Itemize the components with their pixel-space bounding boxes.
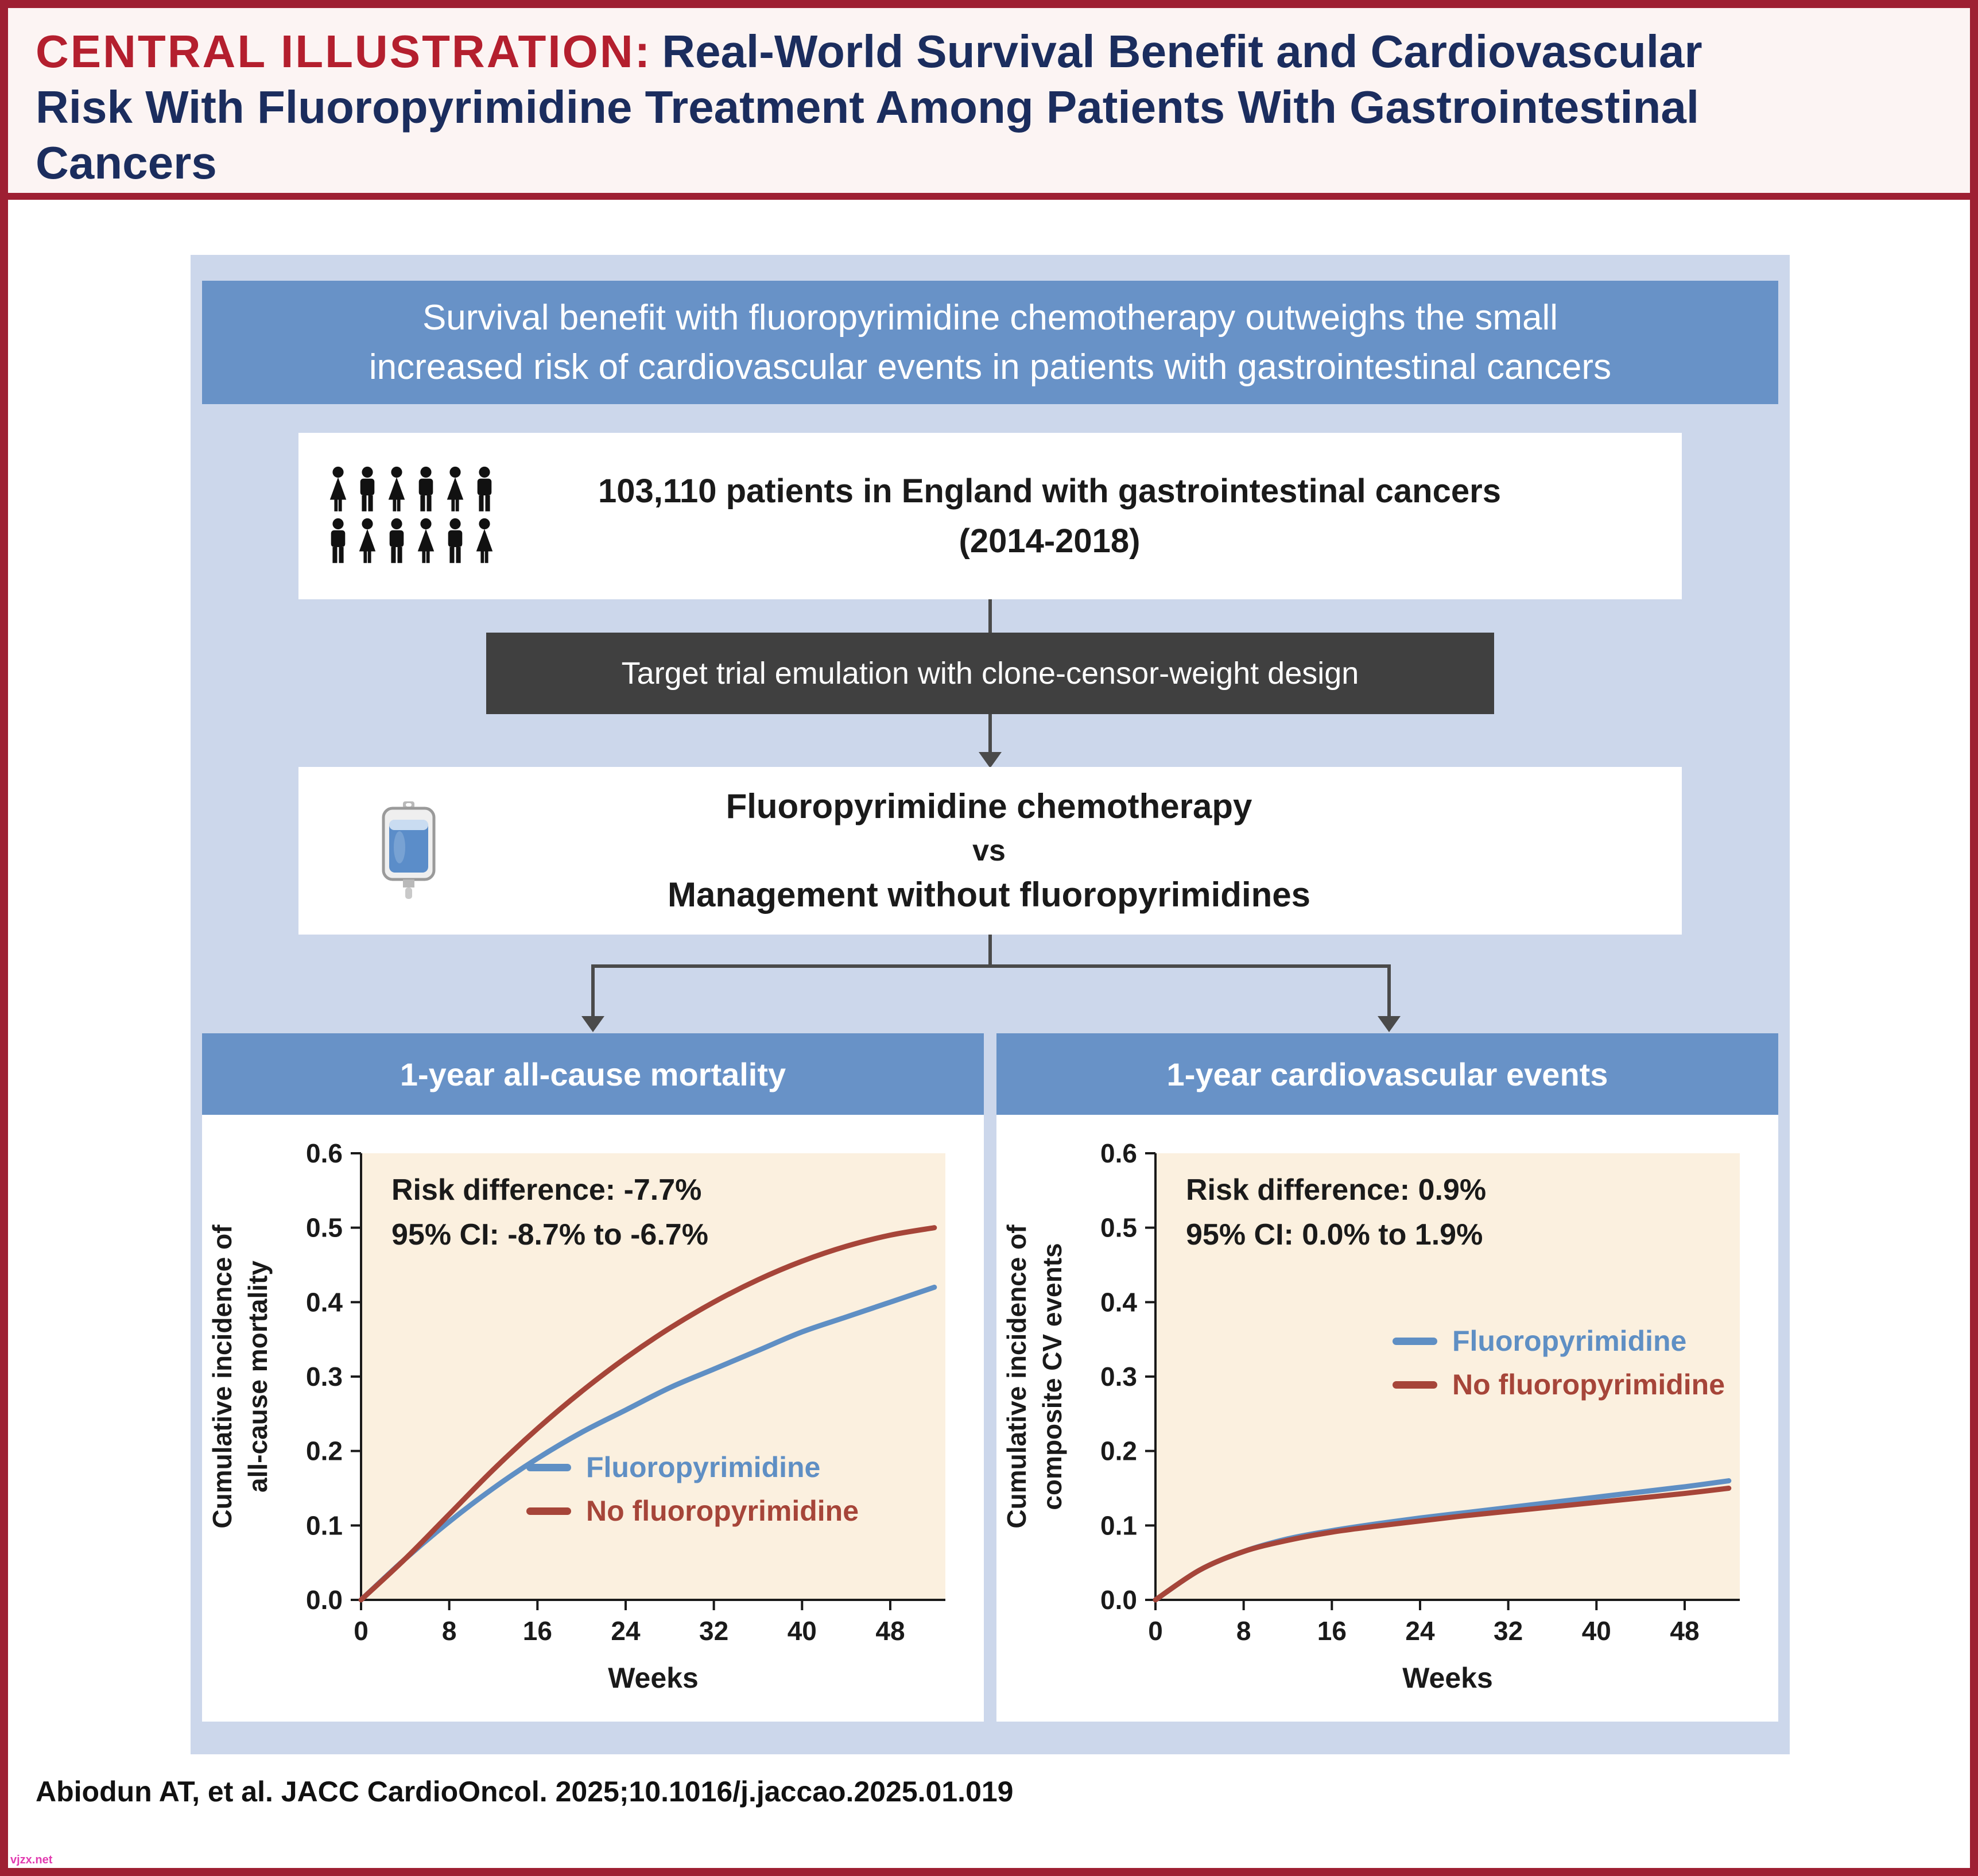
svg-text:40: 40 (1582, 1616, 1611, 1646)
branch-horizontal-line (591, 964, 1391, 968)
population-line1: 103,110 patients in England with gastroi… (598, 472, 1501, 510)
comparison-text: Fluoropyrimidine chemotherapy vs Managem… (445, 782, 1682, 919)
outcome-header-cv-events: 1-year cardiovascular events (996, 1033, 1778, 1115)
svg-text:0.6: 0.6 (306, 1138, 343, 1168)
central-illustration-label: CENTRAL ILLUSTRATION: (36, 26, 652, 77)
cv-events-chart: Cumulative incidence of composite CV eve… (996, 1115, 1778, 1722)
figure-title: CENTRAL ILLUSTRATION: Real-World Survival… (36, 24, 1942, 191)
svg-text:8: 8 (1236, 1616, 1251, 1646)
legend-swatch-no-fluoropyrimidine (1393, 1381, 1437, 1389)
flow-panel: Survival benefit with fluoropyrimidine c… (191, 255, 1790, 1754)
svg-text:0.1: 0.1 (1100, 1510, 1137, 1540)
iv-bag-icon (372, 800, 445, 901)
cv-events-plot-area: 0.0 0.1 0.2 0.3 0.4 0.5 0.6 0 8 16 24 32 40 48 (1100, 1138, 1740, 1646)
arrow-down-icon (581, 1016, 604, 1032)
watermark: vjzx.net (10, 1854, 53, 1866)
x-axis-title: Weeks (1402, 1662, 1493, 1694)
legend-item: Fluoropyrimidine (1393, 1324, 1725, 1358)
svg-text:24: 24 (611, 1616, 641, 1646)
legend-item: No fluoropyrimidine (526, 1494, 859, 1528)
citation: Abiodun AT, et al. JACC CardioOncol. 202… (36, 1776, 1014, 1808)
risk-difference-annotation: Risk difference: -7.7% 95% CI: -8.7% to … (391, 1173, 708, 1251)
svg-text:48: 48 (875, 1616, 905, 1646)
population-box: 103,110 patients in England with gastroi… (298, 433, 1682, 599)
method-box: Target trial emulation with clone-censor… (486, 633, 1494, 714)
svg-text:40: 40 (788, 1616, 817, 1646)
legend: Fluoropyrimidine No fluoropyrimidine (526, 1451, 859, 1528)
legend-label: No fluoropyrimidine (1452, 1369, 1725, 1401)
svg-text:0.3: 0.3 (1100, 1362, 1137, 1392)
svg-text:0.4: 0.4 (1100, 1287, 1137, 1317)
svg-text:0: 0 (354, 1616, 369, 1646)
mortality-chart: Cumulative incidence of all-cause mortal… (202, 1115, 984, 1722)
comparison-box: Fluoropyrimidine chemotherapy vs Managem… (298, 767, 1682, 935)
connector-line (988, 714, 992, 753)
outcome-header-mortality: 1-year all-cause mortality (202, 1033, 984, 1115)
svg-text:8: 8 (442, 1616, 457, 1646)
svg-text:0.0: 0.0 (1100, 1585, 1137, 1615)
svg-text:0.3: 0.3 (306, 1362, 343, 1392)
mortality-plot-area: 0.0 0.1 0.2 0.3 0.4 0.5 0.6 0 8 16 24 32 40 48 (306, 1138, 945, 1646)
svg-text:0.5: 0.5 (1100, 1213, 1137, 1243)
svg-text:0.0: 0.0 (306, 1585, 343, 1615)
svg-text:0.6: 0.6 (1100, 1138, 1137, 1168)
svg-text:32: 32 (699, 1616, 728, 1646)
figure-title-text: Real-World Survival Benefit and Cardiova… (36, 26, 1702, 188)
population-line2: (2014-2018) (959, 522, 1141, 560)
svg-text:16: 16 (1317, 1616, 1347, 1646)
svg-text:16: 16 (523, 1616, 552, 1646)
svg-text:0.4: 0.4 (306, 1287, 343, 1317)
svg-text:24: 24 (1405, 1616, 1435, 1646)
svg-text:0.2: 0.2 (1100, 1436, 1137, 1466)
legend-item: Fluoropyrimidine (526, 1451, 859, 1484)
arrow-down-icon (979, 752, 1002, 768)
comparison-line1: Fluoropyrimidine chemotherapy (726, 786, 1252, 825)
branch-left-line (591, 964, 595, 1017)
svg-text:0.5: 0.5 (306, 1213, 343, 1243)
branch-stem-line (988, 935, 992, 966)
summary-banner: Survival benefit with fluoropyrimidine c… (202, 281, 1778, 404)
legend-swatch-fluoropyrimidine (526, 1463, 571, 1471)
branch-right-line (1387, 964, 1391, 1017)
legend-label: No fluoropyrimidine (586, 1495, 859, 1527)
x-axis-title: Weeks (608, 1662, 699, 1694)
svg-text:32: 32 (1494, 1616, 1523, 1646)
arrow-down-icon (1378, 1016, 1401, 1032)
legend-label: Fluoropyrimidine (586, 1451, 821, 1483)
legend-label: Fluoropyrimidine (1452, 1325, 1687, 1357)
risk-difference-annotation: Risk difference: 0.9% 95% CI: 0.0% to 1.… (1186, 1173, 1487, 1251)
svg-text:0: 0 (1148, 1616, 1163, 1646)
connector-line (988, 599, 992, 633)
population-text: 103,110 patients in England with gastroi… (498, 466, 1682, 566)
comparison-line3: Management without fluoropyrimidines (667, 875, 1311, 914)
svg-text:0.1: 0.1 (306, 1510, 343, 1540)
svg-text:48: 48 (1670, 1616, 1699, 1646)
legend-swatch-no-fluoropyrimidine (526, 1507, 571, 1515)
legend: Fluoropyrimidine No fluoropyrimidine (1393, 1324, 1725, 1401)
patients-pictogram-icon (325, 466, 498, 566)
comparison-vs: vs (972, 834, 1006, 867)
svg-text:0.2: 0.2 (306, 1436, 343, 1466)
legend-swatch-fluoropyrimidine (1393, 1337, 1437, 1345)
title-banner: CENTRAL ILLUSTRATION: Real-World Survival… (8, 8, 1970, 200)
legend-item: No fluoropyrimidine (1393, 1368, 1725, 1401)
